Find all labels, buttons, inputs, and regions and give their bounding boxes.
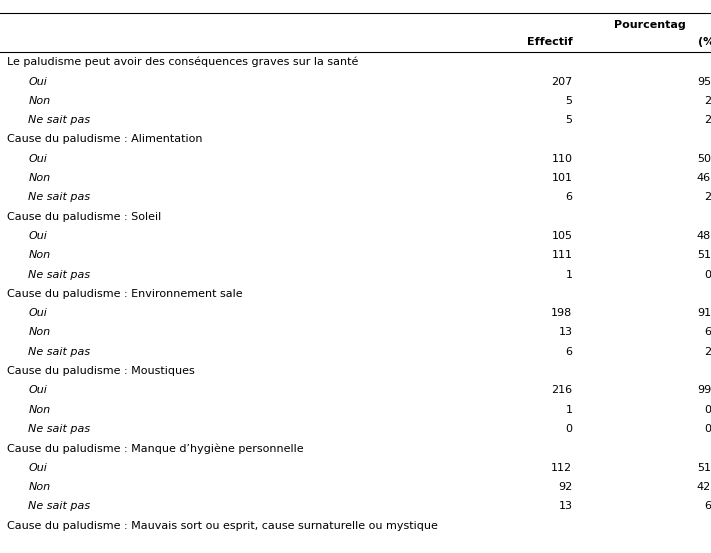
Text: Ne sait pas: Ne sait pas <box>28 424 90 434</box>
Text: Ne sait pas: Ne sait pas <box>28 115 90 125</box>
Text: Non: Non <box>28 482 50 492</box>
Text: Oui: Oui <box>28 385 48 395</box>
Text: Oui: Oui <box>28 463 48 473</box>
Text: 2,: 2, <box>704 347 711 357</box>
Text: Cause du paludisme : Alimentation: Cause du paludisme : Alimentation <box>7 134 203 144</box>
Text: 101: 101 <box>551 173 572 183</box>
Text: 0,: 0, <box>704 424 711 434</box>
Text: 51,: 51, <box>697 251 711 260</box>
Text: 1: 1 <box>565 405 572 415</box>
Text: 50,: 50, <box>697 154 711 164</box>
Text: Pourcentag: Pourcentag <box>614 19 686 29</box>
Text: Cause du paludisme : Manque d’hygiène personnelle: Cause du paludisme : Manque d’hygiène pe… <box>7 443 304 453</box>
Text: 105: 105 <box>551 231 572 241</box>
Text: Ne sait pas: Ne sait pas <box>28 501 90 511</box>
Text: 216: 216 <box>551 385 572 395</box>
Text: 0,: 0, <box>704 269 711 280</box>
Text: 6,: 6, <box>704 501 711 511</box>
Text: 13: 13 <box>558 327 572 337</box>
Text: 2,: 2, <box>704 115 711 125</box>
Text: 46,: 46, <box>697 173 711 183</box>
Text: 13: 13 <box>558 501 572 511</box>
Text: Non: Non <box>28 96 50 106</box>
Text: Le paludisme peut avoir des conséquences graves sur la santé: Le paludisme peut avoir des conséquences… <box>7 57 358 67</box>
Text: 6: 6 <box>565 192 572 202</box>
Text: 42,: 42, <box>697 482 711 492</box>
Text: Oui: Oui <box>28 76 48 86</box>
Text: 207: 207 <box>551 76 572 86</box>
Text: 0,: 0, <box>704 405 711 415</box>
Text: 110: 110 <box>551 154 572 164</box>
Text: Ne sait pas: Ne sait pas <box>28 192 90 202</box>
Text: 95,: 95, <box>697 76 711 86</box>
Text: 51,: 51, <box>697 463 711 473</box>
Text: Oui: Oui <box>28 308 48 318</box>
Text: 111: 111 <box>551 251 572 260</box>
Text: 2,: 2, <box>704 96 711 106</box>
Text: 48,: 48, <box>697 231 711 241</box>
Text: 2,: 2, <box>704 192 711 202</box>
Text: Cause du paludisme : Moustiques: Cause du paludisme : Moustiques <box>7 366 195 376</box>
Text: 198: 198 <box>551 308 572 318</box>
Text: Oui: Oui <box>28 154 48 164</box>
Text: Cause du paludisme : Environnement sale: Cause du paludisme : Environnement sale <box>7 289 242 299</box>
Text: 92: 92 <box>558 482 572 492</box>
Text: Oui: Oui <box>28 231 48 241</box>
Text: Ne sait pas: Ne sait pas <box>28 269 90 280</box>
Text: Effectif: Effectif <box>527 37 572 47</box>
Text: 112: 112 <box>551 463 572 473</box>
Text: 1: 1 <box>565 269 572 280</box>
Text: 6: 6 <box>565 347 572 357</box>
Text: Cause du paludisme : Soleil: Cause du paludisme : Soleil <box>7 212 161 222</box>
Text: 5: 5 <box>565 96 572 106</box>
Text: 0: 0 <box>565 424 572 434</box>
Text: Non: Non <box>28 405 50 415</box>
Text: Ne sait pas: Ne sait pas <box>28 347 90 357</box>
Text: 5: 5 <box>565 115 572 125</box>
Text: Non: Non <box>28 173 50 183</box>
Text: Cause du paludisme : Mauvais sort ou esprit, cause surnaturelle ou mystique: Cause du paludisme : Mauvais sort ou esp… <box>7 520 438 530</box>
Text: (%: (% <box>698 37 711 47</box>
Text: 6,: 6, <box>704 327 711 337</box>
Text: 99,: 99, <box>697 385 711 395</box>
Text: Non: Non <box>28 251 50 260</box>
Text: Non: Non <box>28 327 50 337</box>
Text: 91,: 91, <box>697 308 711 318</box>
